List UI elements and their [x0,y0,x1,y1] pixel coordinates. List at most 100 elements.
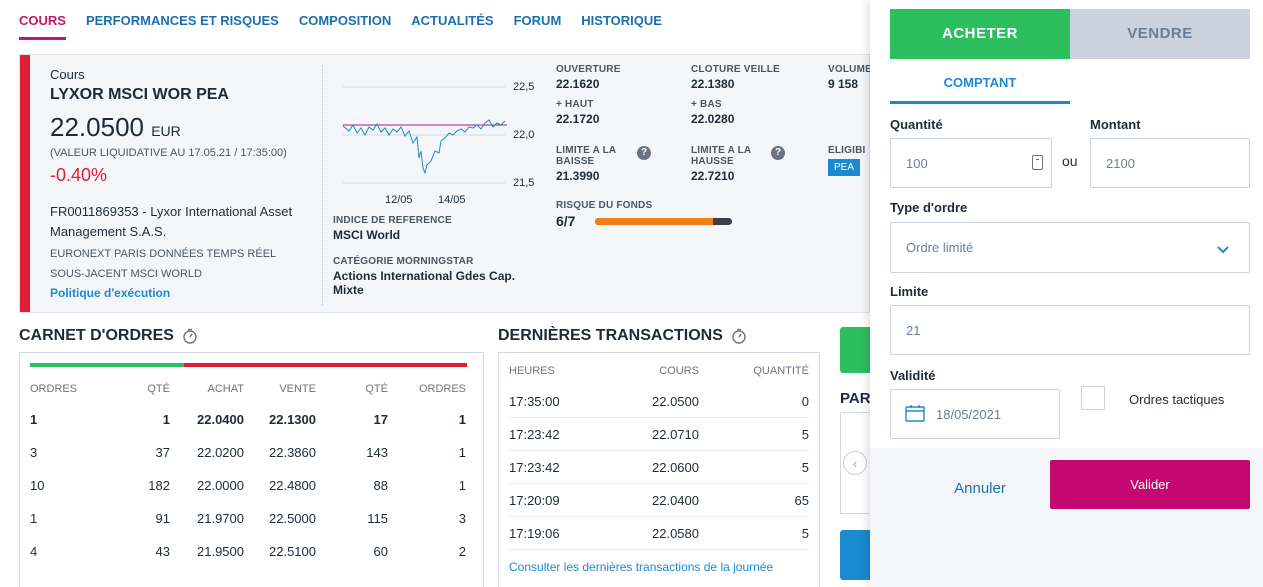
table-cell: 60 [373,544,388,559]
price-value: 22.0500 [50,112,144,142]
table-cell: 1 [458,478,466,493]
validity-date-field[interactable]: 18/05/2021 [890,389,1060,439]
table-cell: 1 [162,412,170,427]
order-book: ORDRES QTÉ ACHAT VENTE QTÉ ORDRES 1 1 22.0… [19,352,484,587]
stat-value: 22.0280 [691,112,735,126]
sell-button[interactable]: VENDRE [1070,9,1250,59]
table-cell: 5 [801,525,809,541]
hidden-blue-button[interactable] [840,530,870,580]
table-cell: 182 [148,478,170,493]
order-type-label: Type d'ordre [890,200,968,215]
order-form: ACHETER VENDRE COMPTANT Quantité 100 ou … [870,0,1263,448]
order-book-title: CARNET D'ORDRES [19,327,198,345]
risk-bar [595,218,732,225]
help-icon[interactable]: ? [771,146,785,160]
price-line [342,119,506,175]
reference-index: INDICE DE REFERENCE MSCI World CATÉGORIE… [333,215,553,297]
price-change: -0.40% [50,165,108,185]
table-cell: 21.9500 [197,544,244,559]
stat-eligibilite: ELIGIBI PEA [828,145,866,176]
table-cell: 17 [373,412,388,427]
table-cell: 22.0580 [652,525,699,541]
carousel-prev-icon[interactable]: ‹ [843,451,867,475]
stat-value: 22.1620 [556,77,600,91]
limit-field[interactable]: 21 [890,305,1250,355]
table-cell: 3 [30,445,38,460]
quantity-field[interactable]: 100 [890,138,1052,188]
stepper-icon[interactable] [1032,155,1043,170]
stat-label: VOLUME [828,64,872,75]
chevron-down-icon [1217,241,1229,257]
quote-summary: Cours LYXOR MSCI WOR PEA 22.0500 EUR (VA… [50,67,312,300]
table-cell: 5 [801,459,809,475]
quantity-label: Quantité [890,117,943,132]
buy-button[interactable]: ACHETER [890,9,1070,59]
stat-label: RISQUE DU FONDS [556,200,653,211]
bid-ask-ratio-bar [30,363,467,367]
table-cell: 115 [367,511,388,526]
tab-comptant[interactable]: COMPTANT [890,64,1070,104]
table-cell: 1 [30,412,38,427]
stat-label: ELIGIBI [828,145,866,156]
morningstar-label: CATÉGORIE MORNINGSTAR [333,256,474,267]
amount-field[interactable]: 2100 [1090,138,1250,188]
tab-forum[interactable]: FORUM [513,13,562,28]
order-book-rows: 1 1 22.0400 22.1300 17 1 3 37 22.0200 22.3860 143 1… [30,403,467,568]
col-header: ACHAT [207,383,244,395]
col-header: QTÉ [365,383,388,395]
table-cell: 65 [794,492,809,508]
transactions-panel: HEURES COURS QUANTITÉ 17:35:00 22.0500 0 17… [498,352,820,587]
hidden-section-title: PAR [840,390,871,407]
stat-label: CLOTURE VEILLE [691,64,780,75]
tab-composition[interactable]: COMPOSITION [298,13,392,28]
submit-button[interactable]: Valider [1050,460,1250,509]
table-cell: 1 [458,412,466,427]
table-cell: 21.9700 [197,511,244,526]
table-cell: 22.4800 [269,478,316,493]
help-icon[interactable]: ? [637,146,651,160]
calendar-icon [905,405,925,422]
table-row: 4 43 21.9500 22.5100 60 2 [30,535,467,568]
table-cell: 17:20:09 [509,492,560,508]
tab-historique[interactable]: HISTORIQUE [581,13,662,28]
tactical-orders-checkbox[interactable] [1081,386,1105,410]
stat-limite-baisse: LIMITE A LA BAISSE 21.3990 [556,145,616,183]
cancel-button[interactable]: Annuler [954,480,1006,497]
tab-performances[interactable]: PERFORMANCES ET RISQUES [85,13,279,28]
stat-label: LIMITE A LA [691,145,752,156]
stat-bas: + BAS 22.0280 [691,99,734,126]
transactions-table: HEURES COURS QUANTITÉ 17:35:00 22.0500 0 17… [509,357,809,550]
limit-value: 21 [906,322,921,338]
market-source: EURONEXT PARIS DONNÉES TEMPS RÉEL [50,248,277,260]
table-cell: 91 [155,511,170,526]
stat-haut: + HAUT 22.1720 [556,99,599,126]
table-cell: 17:35:00 [509,393,560,409]
y-tick-label: 21,5 [513,177,535,189]
table-cell: 1 [458,445,466,460]
stat-value: 22.1380 [691,77,735,91]
tab-cours[interactable]: COURS [19,0,66,40]
table-header: ORDRES QTÉ ACHAT VENTE QTÉ ORDRES [30,375,467,403]
table-cell: 2 [458,544,466,559]
stat-value: 22.7210 [691,169,735,183]
col-header: ORDRES [30,383,78,395]
mini-price-chart: 22,5 22,0 21,5 12/05 14/05 [335,73,545,213]
hidden-action-button[interactable] [840,327,870,373]
table-cell: 5 [801,426,809,442]
all-transactions-link[interactable]: Consulter les dernières transactions de … [509,560,774,574]
execution-policy-link[interactable]: Politique d'exécution [50,286,171,300]
table-cell: 22.0200 [197,445,244,460]
table-cell: 4 [30,544,38,559]
stat-label: + BAS [691,99,722,110]
order-type-select[interactable]: Ordre limité [890,222,1250,273]
y-tick-label: 22,5 [513,81,535,93]
stat-value: 22.1720 [556,112,600,126]
transactions-title: DERNIÈRES TRANSACTIONS [498,327,747,345]
validity-date-value: 18/05/2021 [936,406,1002,422]
tab-actualites[interactable]: ACTUALITÉS [411,13,494,28]
x-tick-label: 12/05 [385,194,413,206]
col-header: ORDRES [418,383,466,395]
table-cell: 22.0500 [652,393,699,409]
amount-label: Montant [1090,117,1141,132]
stat-risque: RISQUE DU FONDS 6/7 [556,200,652,229]
